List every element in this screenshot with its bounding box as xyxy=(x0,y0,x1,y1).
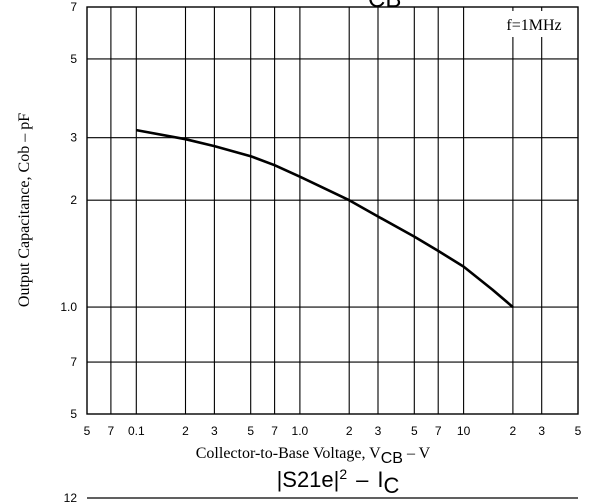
plot-frame xyxy=(86,6,579,415)
bottom-chart-first-tick: 12 xyxy=(64,491,78,502)
x-tick-label: 7 xyxy=(435,424,442,438)
annotation-box xyxy=(491,11,577,37)
bottom-title-main: |S21e| xyxy=(277,467,340,492)
x-tick-label: 2 xyxy=(182,424,189,438)
x-tick-label: 2 xyxy=(346,424,353,438)
x-tick-label: 5 xyxy=(575,424,582,438)
x-tick-label: 2 xyxy=(510,424,517,438)
x-axis-label: Collector-to-Base Voltage, VCB – V xyxy=(196,445,431,467)
bottom-title-sub: C xyxy=(384,473,400,498)
y-tick-labels: 5 7 1.0 2 3 5 7 xyxy=(60,0,77,421)
x-tick-label: 10 xyxy=(457,424,471,438)
y-tick-label: 7 xyxy=(70,0,77,14)
y-tick-label: 3 xyxy=(70,131,77,145)
y-tick-label: 7 xyxy=(70,355,77,369)
y-tick-label: 2 xyxy=(70,193,77,207)
x-axis-label-main: Collector-to-Base Voltage, V xyxy=(196,445,381,462)
x-tick-label: 7 xyxy=(108,424,115,438)
x-tick-label: 3 xyxy=(211,424,218,438)
x-tick-label: 3 xyxy=(538,424,545,438)
bottom-title-sup: 2 xyxy=(339,466,347,482)
x-tick-label: 0.1 xyxy=(128,424,145,438)
x-tick-label: 3 xyxy=(375,424,382,438)
cob-curve xyxy=(136,128,514,309)
x-tick-label: 7 xyxy=(271,424,278,438)
x-tick-labels: 5 7 0.1 2 3 5 7 1.0 2 3 5 7 10 2 3 5 xyxy=(84,424,582,438)
y-tick-label: 5 xyxy=(70,52,77,66)
x-axis-label-sub: CB xyxy=(381,450,403,467)
x-axis-label-unit: – V xyxy=(403,445,431,462)
y-tick-label: 5 xyxy=(70,407,77,421)
bottom-chart-title: |S21e|2– IC xyxy=(277,466,400,498)
x-tick-label: 1.0 xyxy=(292,424,309,438)
y-axis-label: Output Capacitance, Cob – pF xyxy=(16,113,33,307)
grid-lines xyxy=(87,7,578,414)
y-tick-label: 1.0 xyxy=(60,300,77,314)
frequency-annotation: f=1MHz xyxy=(506,17,561,34)
x-tick-label: 5 xyxy=(247,424,254,438)
bottom-title-dash: – xyxy=(356,467,369,492)
x-tick-label: 5 xyxy=(84,424,91,438)
bottom-title-var: I xyxy=(377,467,383,492)
x-tick-label: 5 xyxy=(411,424,418,438)
